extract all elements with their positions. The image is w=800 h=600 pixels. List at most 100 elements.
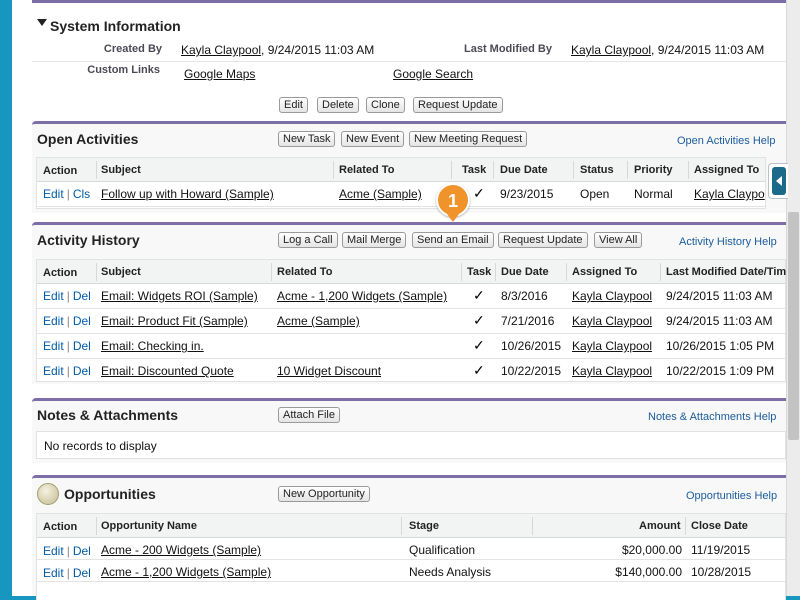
edit-link[interactable]: Edit: [43, 339, 64, 353]
row-actions: Edit | Del: [43, 339, 91, 353]
last-modified-date: , 9/24/2015 11:03 AM: [651, 43, 765, 57]
attach-file-button[interactable]: Attach File: [278, 407, 340, 423]
arrow-left-icon: [776, 176, 782, 186]
opportunity-name-link[interactable]: Acme - 200 Widgets (Sample): [101, 543, 262, 557]
col-sep: [96, 161, 97, 179]
col-subject: Subject: [101, 164, 141, 176]
related-link[interactable]: Acme (Sample): [277, 314, 360, 328]
edit-link[interactable]: Edit: [43, 314, 64, 328]
clone-button[interactable]: Clone: [366, 97, 405, 113]
related-link[interactable]: 10 Widget Discount: [277, 364, 382, 378]
delete-link[interactable]: Del: [72, 544, 91, 558]
new-event-button[interactable]: New Event: [341, 131, 405, 147]
open-activities-table: Action Subject Related To Task Due Date …: [36, 157, 766, 209]
col-sep: [660, 263, 661, 281]
delete-link[interactable]: Del: [72, 566, 91, 580]
due-date: 9/23/2015: [500, 187, 554, 201]
notes-attachments-help-link[interactable]: Notes & Attachments Help: [648, 411, 777, 423]
activity-history-help-link[interactable]: Activity History Help: [679, 236, 777, 248]
delete-link[interactable]: Del: [72, 314, 91, 328]
request-update-button[interactable]: Request Update: [498, 232, 588, 248]
col-close-date: Close Date: [691, 520, 748, 532]
opportunity-name-link[interactable]: Acme - 1,200 Widgets (Sample): [101, 565, 272, 579]
row-actions: Edit | Cls: [43, 187, 90, 201]
edit-link[interactable]: Edit: [43, 187, 64, 201]
new-opportunity-button[interactable]: New Opportunity: [278, 486, 370, 502]
open-activities-help-link[interactable]: Open Activities Help: [677, 135, 776, 147]
close-link[interactable]: Cls: [72, 187, 91, 201]
related-link[interactable]: Acme (Sample): [339, 187, 422, 201]
subject-link[interactable]: Email: Product Fit (Sample): [101, 314, 248, 328]
edit-button[interactable]: Edit: [279, 97, 308, 113]
new-meeting-request-button[interactable]: New Meeting Request: [409, 131, 528, 147]
table-row: Edit | Del Email: Discounted Quote 10 Widg…: [37, 359, 785, 384]
new-task-button[interactable]: New Task: [278, 131, 336, 147]
edit-link[interactable]: Edit: [43, 544, 64, 558]
related-link[interactable]: Acme - 1,200 Widgets (Sample): [277, 289, 448, 303]
sidebar-toggle-tab[interactable]: [768, 163, 788, 199]
col-last-modified: Last Modified Date/Tim: [666, 266, 787, 278]
col-subject: Subject: [101, 266, 141, 278]
mail-merge-button[interactable]: Mail Merge: [342, 232, 407, 248]
activity-history-table: Action Subject Related To Task Due Date …: [36, 259, 786, 382]
edit-link[interactable]: Edit: [43, 289, 64, 303]
last-modified-user-link[interactable]: Kayla Claypool: [571, 43, 652, 57]
subject-link[interactable]: Follow up with Howard (Sample): [101, 187, 274, 201]
assigned-link[interactable]: Kayla Claypool: [572, 339, 653, 353]
assigned-link[interactable]: Kayla Claypool: [572, 289, 653, 303]
col-sep: [271, 263, 272, 281]
row-actions: Edit | Del: [43, 364, 91, 378]
subject-link[interactable]: Email: Widgets ROI (Sample): [101, 289, 258, 303]
collapse-triangle-icon[interactable]: [37, 19, 47, 26]
opportunities-help-link[interactable]: Opportunities Help: [686, 490, 778, 502]
col-task: Task: [462, 164, 487, 176]
task-check-icon: ✓: [473, 337, 485, 353]
assigned-link[interactable]: Kayla Claypo: [694, 187, 765, 201]
table-header: Action Subject Related To Task Due Date …: [37, 260, 787, 284]
subject-link[interactable]: Email: Discounted Quote: [101, 364, 234, 378]
table-header: Action Subject Related To Task Due Date …: [37, 158, 765, 182]
pipe-separator: |: [66, 566, 70, 580]
col-sep: [451, 161, 452, 179]
col-sep: [573, 161, 574, 179]
send-an-email-button[interactable]: Send an Email: [412, 232, 494, 248]
delete-link[interactable]: Del: [72, 364, 91, 378]
edit-link[interactable]: Edit: [43, 566, 64, 580]
pipe-separator: |: [66, 364, 70, 378]
table-row: Edit | Del Email: Widgets ROI (Sample) Acm…: [37, 284, 785, 309]
subject-link[interactable]: Email: Checking in.: [101, 339, 204, 353]
assigned-link[interactable]: Kayla Claypool: [572, 364, 653, 378]
created-by-user-link[interactable]: Kayla Claypool: [181, 43, 262, 57]
delete-link[interactable]: Del: [72, 289, 91, 303]
last-modified-label: Last Modified By: [463, 43, 552, 55]
created-by-label: Created By: [103, 43, 162, 55]
table-row: Edit | Del Acme - 200 Widgets (Sample) Qua…: [37, 538, 785, 560]
scrollbar-thumb[interactable]: [788, 212, 799, 440]
row-actions: Edit | Del: [43, 566, 91, 580]
task-check-icon: ✓: [473, 362, 485, 378]
pipe-separator: |: [66, 187, 70, 201]
opportunities-section: Opportunities New Opportunity Opportunit…: [32, 475, 786, 600]
request-update-button[interactable]: Request Update: [413, 97, 503, 113]
delete-link[interactable]: Del: [72, 339, 91, 353]
divider: [32, 61, 786, 62]
col-sep: [566, 263, 567, 281]
google-search-link[interactable]: Google Search: [393, 67, 474, 81]
due-date: 8/3/2016: [501, 289, 548, 303]
log-a-call-button[interactable]: Log a Call: [278, 232, 338, 248]
notes-attachments-title: Notes & Attachments: [37, 407, 179, 423]
last-modified: 9/24/2015 11:03 AM: [666, 289, 773, 303]
col-sep: [495, 263, 496, 281]
open-activities-title: Open Activities: [37, 131, 139, 147]
notes-attachments-section: Notes & Attachments Attach File Notes & …: [32, 398, 786, 463]
google-maps-link[interactable]: Google Maps: [184, 67, 256, 81]
delete-button[interactable]: Delete: [317, 97, 359, 113]
due-date: 7/21/2016: [501, 314, 555, 328]
callout-pointer: [447, 214, 459, 222]
view-all-button[interactable]: View All: [594, 232, 643, 248]
edit-link[interactable]: Edit: [43, 364, 64, 378]
col-action: Action: [43, 165, 78, 177]
vertical-scrollbar[interactable]: [786, 0, 800, 600]
opportunities-coins-icon: [37, 483, 59, 505]
assigned-link[interactable]: Kayla Claypool: [572, 314, 653, 328]
